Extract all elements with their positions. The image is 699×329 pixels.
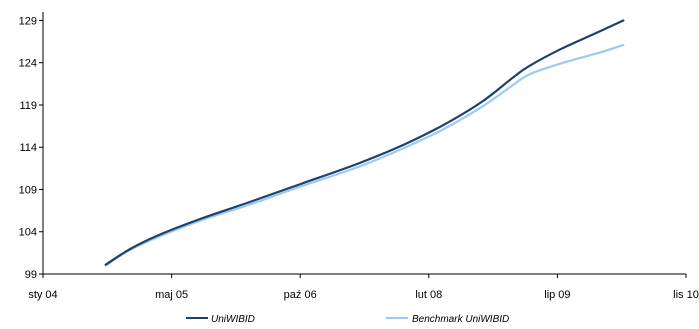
x-tick-label: lip 09 [544,289,570,301]
y-tick-label: 109 [19,184,37,196]
x-tick-label: lut 08 [415,289,442,301]
legend: UniWIBID Benchmark UniWIBID [186,314,509,325]
y-tick-label: 119 [19,100,37,112]
x-axis-ticks: sty 04 maj 05 paź 06 lut 08 lip 09 lis 10 [28,274,699,301]
chart-axes [42,12,686,275]
x-tick-label: sty 04 [28,289,57,301]
x-tick-label: paź 06 [284,289,317,301]
x-tick-label: lis 10 [673,289,699,301]
x-tick-label: maj 05 [155,289,188,301]
series-lines [104,19,625,267]
series-line-benchmark-uniwibid [104,43,625,267]
y-tick-label: 114 [19,142,37,154]
legend-label-benchmark-uniwibid: Benchmark UniWIBID [412,314,509,325]
y-tick-label: 104 [19,227,37,239]
y-axis-ticks: 99 104 109 114 119 124 129 [19,15,43,281]
y-tick-label: 129 [19,15,37,27]
y-tick-label: 124 [19,58,37,70]
y-tick-label: 99 [25,269,37,281]
series-line-uniwibid [104,19,625,266]
legend-label-uniwibid: UniWIBID [211,314,255,325]
